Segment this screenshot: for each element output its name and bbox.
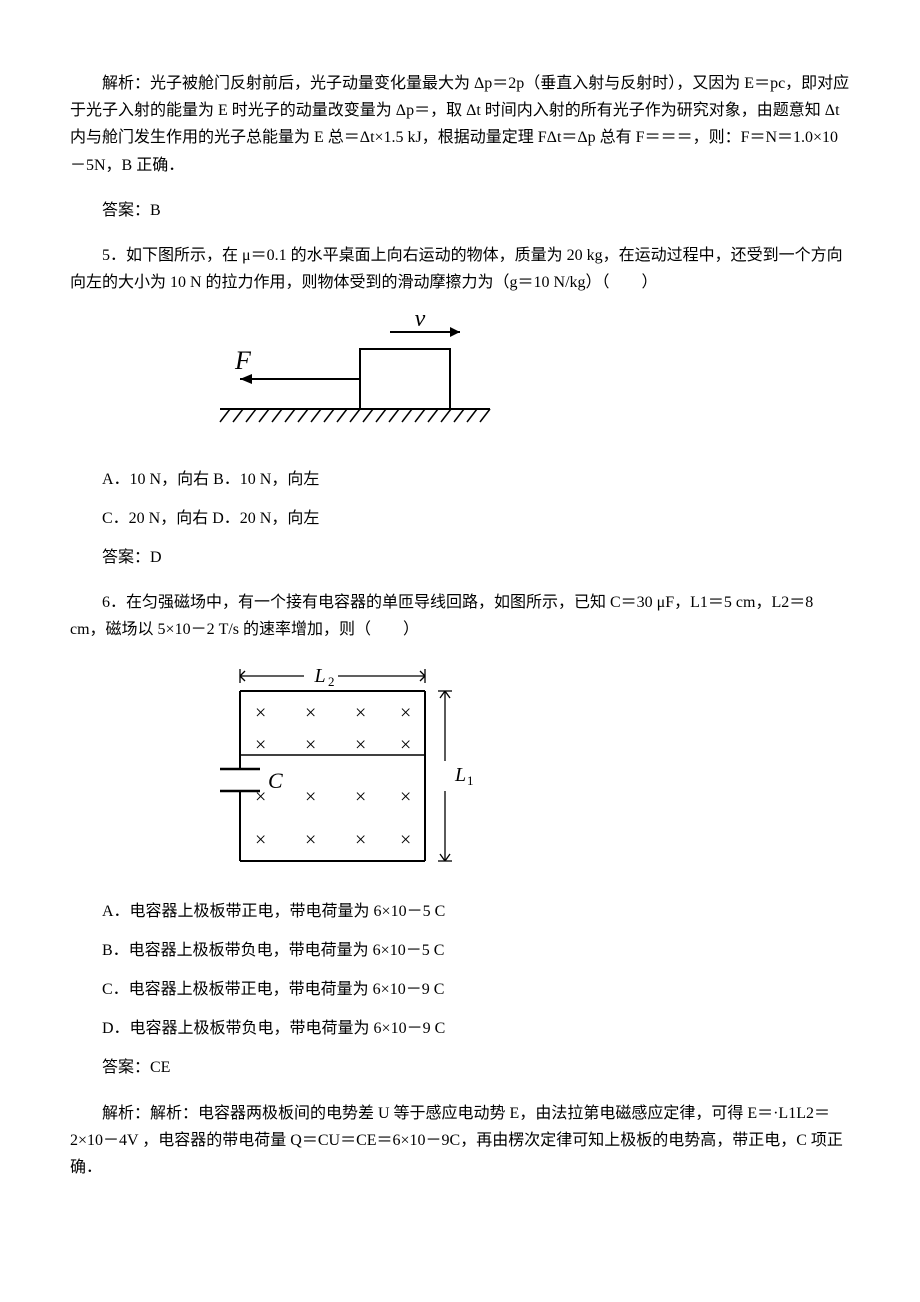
svg-text:×: × bbox=[255, 829, 266, 851]
svg-text:×: × bbox=[255, 702, 266, 724]
q6-opt-c: C．电容器上极板带正电，带电荷量为 6×10－9 C bbox=[70, 976, 850, 1003]
svg-text:×: × bbox=[305, 829, 316, 851]
q5-figure: v F bbox=[200, 314, 850, 453]
svg-text:F: F bbox=[234, 346, 252, 375]
svg-text:L: L bbox=[313, 665, 325, 687]
q6-explanation: 解析：解析：电容器两极板间的电势差 U 等于感应电动势 E，由法拉第电磁感应定律… bbox=[70, 1100, 850, 1182]
q5-opt-a: A．10 N，向右 bbox=[102, 471, 209, 488]
q5-answer: 答案：D bbox=[70, 544, 850, 571]
svg-text:×: × bbox=[255, 786, 266, 808]
svg-text:×: × bbox=[400, 734, 411, 756]
q6-opt-b: B．电容器上极板带负电，带电荷量为 6×10－5 C bbox=[70, 937, 850, 964]
q5-opt-d: D．20 N，向左 bbox=[212, 510, 319, 527]
svg-text:×: × bbox=[305, 702, 316, 724]
svg-text:2: 2 bbox=[328, 674, 335, 689]
q6-opt-d: D．电容器上极板带负电，带电荷量为 6×10－9 C bbox=[70, 1015, 850, 1042]
svg-text:L: L bbox=[454, 764, 466, 786]
svg-text:×: × bbox=[355, 786, 366, 808]
q5-options-ab: A．10 N，向右 B．10 N，向左 bbox=[70, 466, 850, 493]
q6-figure: L 2 C × × × × × × × × × × × × × × × × L 1 bbox=[200, 661, 850, 885]
svg-text:×: × bbox=[400, 702, 411, 724]
q5-options-cd: C．20 N，向右 D．20 N，向左 bbox=[70, 505, 850, 532]
svg-text:×: × bbox=[355, 734, 366, 756]
svg-text:v: v bbox=[415, 314, 426, 332]
svg-text:×: × bbox=[400, 786, 411, 808]
q5-opt-b: B．10 N，向左 bbox=[213, 471, 319, 488]
q6-stem: 6．在匀强磁场中，有一个接有电容器的单匝导线回路，如图所示，已知 C＝30 μF… bbox=[70, 589, 850, 643]
q6-answer: 答案：CE bbox=[70, 1054, 850, 1081]
svg-text:×: × bbox=[355, 702, 366, 724]
q5-stem: 5．如下图所示，在 μ＝0.1 的水平桌面上向右运动的物体，质量为 20 kg，… bbox=[70, 242, 850, 296]
svg-text:1: 1 bbox=[467, 773, 474, 788]
q4-explanation: 解析：光子被舱门反射前后，光子动量变化量最大为 Δp＝2p（垂直入射与反射时），… bbox=[70, 70, 850, 179]
svg-text:×: × bbox=[355, 829, 366, 851]
q6-opt-a: A．电容器上极板带正电，带电荷量为 6×10－5 C bbox=[70, 898, 850, 925]
svg-text:×: × bbox=[305, 734, 316, 756]
q4-answer: 答案：B bbox=[70, 197, 850, 224]
svg-text:×: × bbox=[255, 734, 266, 756]
svg-text:×: × bbox=[400, 829, 411, 851]
svg-text:C: C bbox=[268, 768, 283, 793]
q5-opt-c: C．20 N，向右 bbox=[102, 510, 208, 527]
svg-text:×: × bbox=[305, 786, 316, 808]
